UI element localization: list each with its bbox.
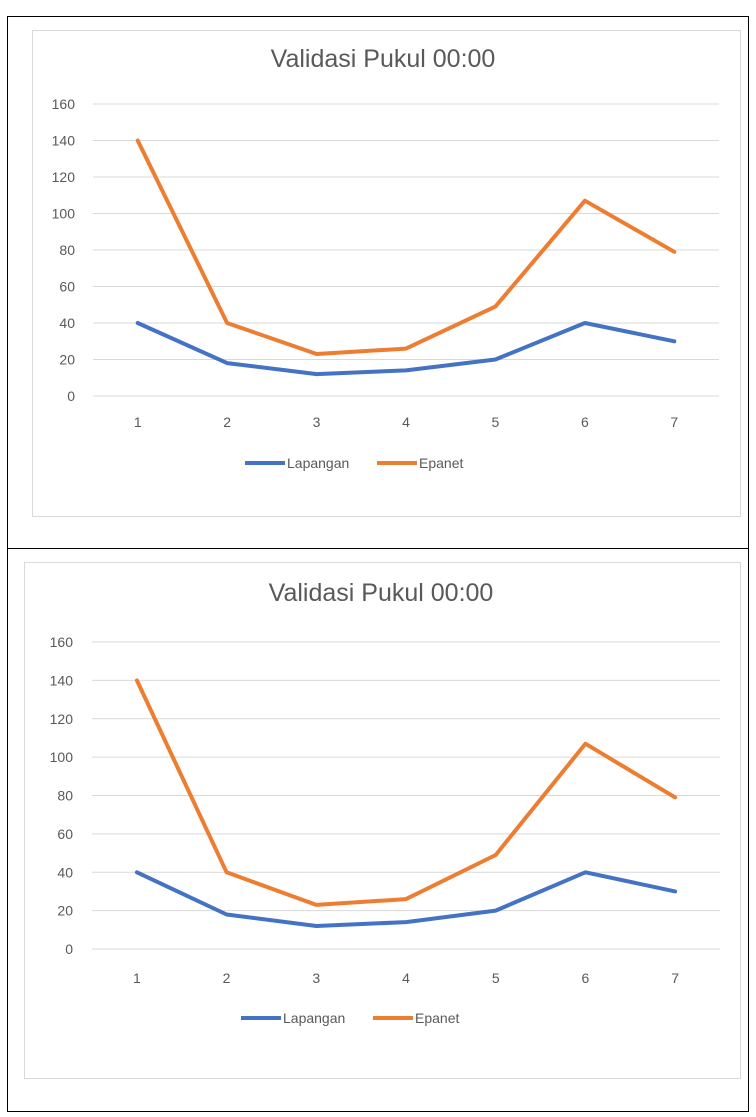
y-tick-label: 20 xyxy=(59,352,75,368)
x-tick-label: 1 xyxy=(134,414,142,430)
x-tick-label: 3 xyxy=(313,414,321,430)
document-table xyxy=(7,16,749,1112)
y-tick-label: 100 xyxy=(52,206,76,222)
line-chart-bottom: Validasi Pukul 00:00 0 20 40 60 80 100 120 140 16… xyxy=(24,562,741,1079)
line-chart-top: Validasi Pukul 00:00 0 20 40 60 80 100 120 140 16… xyxy=(32,30,741,517)
y-tick-label: 100 xyxy=(50,749,74,765)
y-tick-label: 0 xyxy=(67,388,75,404)
x-tick-label: 5 xyxy=(492,414,500,430)
chart-title: Validasi Pukul 00:00 xyxy=(269,579,494,607)
x-tick-label: 3 xyxy=(312,970,320,986)
series-line-epanet xyxy=(135,138,677,356)
legend-label: Lapangan xyxy=(287,455,349,471)
legend-label: Epanet xyxy=(415,1010,459,1026)
y-tick-label: 120 xyxy=(52,169,76,185)
legend-label: Epanet xyxy=(419,455,463,471)
y-tick-label: 140 xyxy=(50,672,74,688)
legend-label: Lapangan xyxy=(283,1010,345,1026)
chart-title: Validasi Pukul 00:00 xyxy=(271,45,496,73)
x-tick-label: 4 xyxy=(402,414,410,430)
chart-svg: Validasi Pukul 00:0002040608010012014016… xyxy=(52,45,719,471)
series-line-epanet xyxy=(134,678,678,907)
x-tick-label: 1 xyxy=(133,970,141,986)
y-tick-label: 160 xyxy=(50,634,74,650)
y-tick-label: 160 xyxy=(52,96,76,112)
table-row-divider xyxy=(7,548,749,549)
x-tick-label: 7 xyxy=(671,970,679,986)
x-tick-label: 6 xyxy=(581,414,589,430)
x-tick-label: 4 xyxy=(402,970,410,986)
y-tick-label: 80 xyxy=(57,788,73,804)
y-tick-label: 40 xyxy=(57,864,73,880)
y-tick-label: 60 xyxy=(57,826,73,842)
chart-svg: Validasi Pukul 00:0002040608010012014016… xyxy=(50,579,720,1026)
y-tick-label: 0 xyxy=(65,941,73,957)
x-tick-label: 2 xyxy=(223,970,231,986)
y-tick-label: 60 xyxy=(59,279,75,295)
y-tick-label: 80 xyxy=(59,242,75,258)
x-tick-label: 6 xyxy=(582,970,590,986)
y-tick-label: 20 xyxy=(57,903,73,919)
x-tick-label: 2 xyxy=(223,414,231,430)
x-tick-label: 7 xyxy=(670,414,678,430)
x-tick-label: 5 xyxy=(492,970,500,986)
y-tick-label: 40 xyxy=(59,315,75,331)
y-tick-label: 140 xyxy=(52,133,76,149)
y-tick-label: 120 xyxy=(50,711,74,727)
